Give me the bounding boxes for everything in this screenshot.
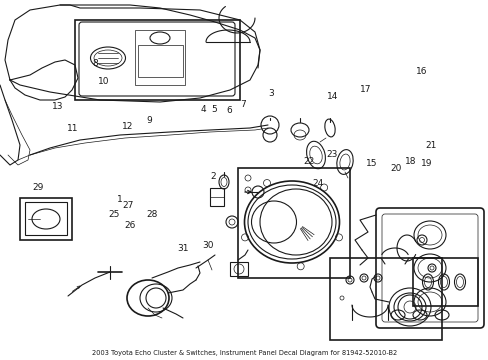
Text: 2003 Toyota Echo Cluster & Switches, Instrument Panel Decal Diagram for 81942-52: 2003 Toyota Echo Cluster & Switches, Ins… (92, 350, 396, 356)
Text: 11: 11 (66, 124, 78, 133)
Text: 4: 4 (200, 105, 205, 114)
Text: 19: 19 (420, 159, 431, 168)
Text: 16: 16 (415, 68, 427, 77)
Text: 10: 10 (98, 77, 109, 85)
Text: 31: 31 (177, 244, 188, 253)
Bar (229, 262, 247, 276)
Text: 22: 22 (303, 158, 314, 166)
Bar (75, 20, 240, 100)
Bar (138, 45, 183, 77)
Text: 9: 9 (146, 116, 152, 125)
Text: 1: 1 (117, 195, 122, 204)
Text: 17: 17 (359, 85, 371, 94)
Bar (20, 198, 72, 240)
Bar (25, 202, 67, 235)
Text: 29: 29 (32, 183, 43, 192)
Text: 24: 24 (312, 179, 324, 188)
Text: 30: 30 (202, 241, 214, 250)
Text: 7: 7 (240, 100, 245, 109)
Text: 23: 23 (326, 150, 338, 159)
Bar (135, 30, 184, 85)
Bar (209, 188, 224, 206)
Bar (412, 258, 477, 306)
Text: 18: 18 (404, 157, 416, 166)
Text: 21: 21 (425, 140, 436, 150)
Text: 13: 13 (52, 102, 63, 111)
Text: 12: 12 (122, 122, 134, 131)
Text: 3: 3 (268, 89, 274, 98)
Text: 26: 26 (123, 221, 135, 230)
Text: 20: 20 (389, 164, 401, 173)
Text: 8: 8 (92, 58, 98, 68)
Bar (329, 258, 441, 340)
Text: 2: 2 (209, 172, 215, 181)
Text: 25: 25 (108, 210, 120, 219)
Text: 28: 28 (145, 210, 157, 219)
Bar (238, 168, 349, 278)
Text: 27: 27 (122, 201, 134, 210)
Text: 6: 6 (225, 107, 231, 115)
Text: 15: 15 (365, 159, 377, 168)
Text: 5: 5 (211, 105, 217, 114)
Text: 14: 14 (326, 92, 338, 101)
